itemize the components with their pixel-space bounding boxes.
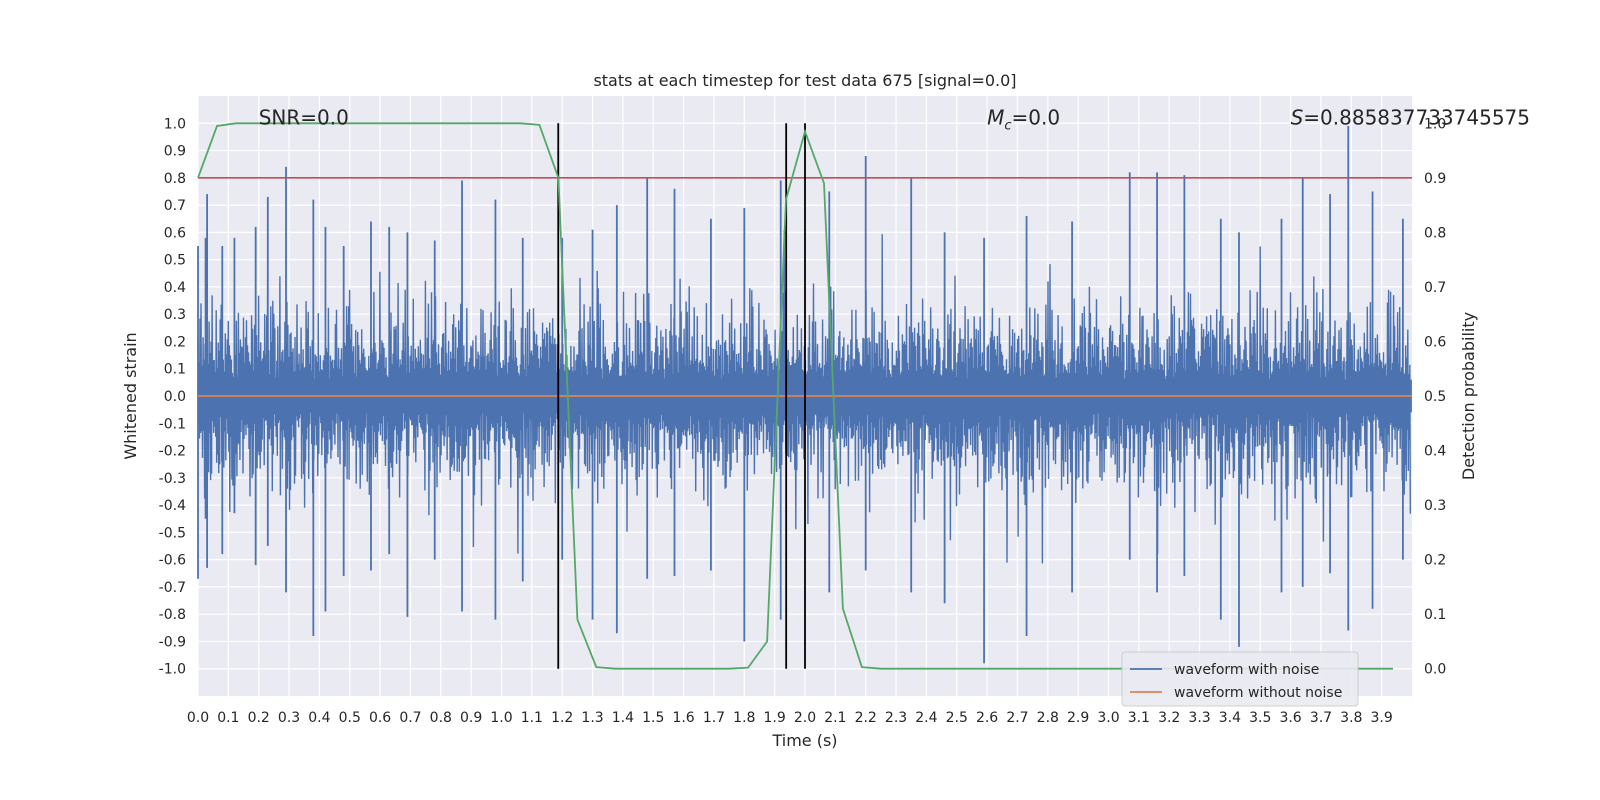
y-tick-label: -0.1 [159, 416, 186, 432]
x-tick-label: 2.4 [915, 710, 937, 726]
x-tick-label: 2.7 [1006, 710, 1028, 726]
y-tick-label: -0.7 [159, 580, 186, 596]
legend-label-waveform-with-noise: waveform with noise [1174, 662, 1319, 678]
legend: waveform with noise waveform without noi… [1121, 651, 1359, 707]
y-axis-ticks: 1.0 0.9 0.8 0.7 0.6 0.5 0.4 0.3 0.2 0.1 0.0 -0.1 -0.… [159, 116, 186, 677]
y-tick-label: -0.9 [159, 634, 186, 650]
x-tick-label: 0.3 [278, 710, 300, 726]
y-tick-label: -0.3 [159, 471, 186, 487]
y2-tick-label: 0.3 [1424, 498, 1446, 514]
x-tick-label: 2.8 [1037, 710, 1059, 726]
legend-box [1121, 651, 1359, 707]
annotation-chirp-mass-value: =0.0 [1012, 105, 1061, 129]
y-tick-label: 0.6 [164, 225, 186, 241]
y-tick-label: 0.1 [164, 362, 186, 378]
annotation-snr: SNR=0.0 [259, 105, 349, 129]
y-tick-label: 0.7 [164, 198, 186, 214]
x-tick-label: 1.1 [521, 710, 543, 726]
x-tick-label: 1.4 [612, 710, 634, 726]
x-tick-label: 0.5 [339, 710, 361, 726]
annotation-s-value: =0.885837733745575 [1303, 105, 1530, 129]
y2-axis-label: Detection probability [1459, 312, 1478, 480]
y-tick-label: 0.5 [164, 253, 186, 269]
x-tick-label: 1.9 [764, 710, 786, 726]
y-axis-label: Whitened strain [121, 332, 140, 459]
y-tick-label: 1.0 [164, 116, 186, 132]
x-tick-label: 2.2 [855, 710, 877, 726]
y2-tick-label: 0.0 [1424, 662, 1446, 678]
x-tick-label: 0.0 [187, 710, 209, 726]
x-tick-label: 2.0 [794, 710, 816, 726]
y2-tick-label: 0.5 [1424, 389, 1446, 405]
x-axis-ticks: 0.0 0.1 0.2 0.3 0.4 0.5 0.6 0.7 0.8 0.9 1.0 1.1 1.2 1… [187, 710, 1393, 726]
y-tick-label: -0.5 [159, 525, 186, 541]
x-tick-label: 1.8 [733, 710, 755, 726]
annotation-s: S=0.885837733745575 [1291, 105, 1530, 129]
x-tick-label: 0.2 [248, 710, 270, 726]
x-tick-label: 3.2 [1158, 710, 1180, 726]
legend-label-waveform-without-noise: waveform without noise [1174, 685, 1342, 701]
y2-tick-label: 0.7 [1424, 280, 1446, 296]
x-tick-label: 0.8 [430, 710, 452, 726]
y2-axis-ticks: 1.0 0.9 0.8 0.7 0.6 0.5 0.4 0.3 0.2 0.1 0.0 [1424, 116, 1446, 677]
x-tick-label: 2.9 [1067, 710, 1089, 726]
y2-tick-label: 0.2 [1424, 553, 1446, 569]
x-tick-label: 1.6 [672, 710, 694, 726]
y-tick-label: 0.3 [164, 307, 186, 323]
y2-tick-label: 0.4 [1424, 444, 1446, 460]
y-tick-label: -0.8 [159, 607, 186, 623]
y-tick-label: -0.4 [159, 498, 186, 514]
y2-tick-label: 0.8 [1424, 225, 1446, 241]
x-tick-label: 1.5 [642, 710, 664, 726]
annotation-chirp-mass-subscript: c [1004, 118, 1011, 133]
x-tick-label: 3.5 [1249, 710, 1271, 726]
y-tick-label: 0.4 [164, 280, 186, 296]
y2-tick-label: 1.0 [1424, 116, 1446, 132]
x-tick-label: 0.1 [217, 710, 239, 726]
y-tick-label: 0.0 [164, 389, 186, 405]
x-tick-label: 2.5 [946, 710, 968, 726]
x-tick-label: 0.9 [460, 710, 482, 726]
x-axis-label: Time (s) [771, 731, 837, 750]
x-tick-label: 3.0 [1097, 710, 1119, 726]
y2-tick-label: 0.9 [1424, 171, 1446, 187]
x-tick-label: 2.1 [824, 710, 846, 726]
y-tick-label: -0.2 [159, 444, 186, 460]
y-tick-label: 0.8 [164, 171, 186, 187]
y-tick-label: 0.2 [164, 334, 186, 350]
x-tick-label: 0.6 [369, 710, 391, 726]
annotation-chirp-mass: Mc=0.0 [987, 105, 1060, 133]
x-tick-label: 1.0 [490, 710, 512, 726]
x-tick-label: 3.6 [1279, 710, 1301, 726]
y-tick-label: -0.6 [159, 553, 186, 569]
y2-tick-label: 0.6 [1424, 334, 1446, 350]
annotation-s-symbol: S [1291, 105, 1304, 129]
x-tick-label: 0.7 [399, 710, 421, 726]
x-tick-label: 2.3 [885, 710, 907, 726]
x-tick-label: 3.4 [1219, 710, 1241, 726]
annotation-chirp-mass-symbol: M [987, 105, 1004, 129]
y2-tick-label: 0.1 [1424, 607, 1446, 623]
x-tick-label: 1.2 [551, 710, 573, 726]
y-tick-label: 0.9 [164, 144, 186, 160]
x-tick-label: 3.1 [1128, 710, 1150, 726]
y-tick-label: -1.0 [159, 662, 186, 678]
x-tick-label: 0.4 [308, 710, 330, 726]
x-tick-label: 3.3 [1188, 710, 1210, 726]
x-tick-label: 3.8 [1340, 710, 1362, 726]
x-tick-label: 1.7 [703, 710, 725, 726]
x-tick-label: 1.3 [581, 710, 603, 726]
x-tick-label: 2.6 [976, 710, 998, 726]
chart-title: stats at each timestep for test data 675… [593, 71, 1016, 90]
x-tick-label: 3.7 [1310, 710, 1332, 726]
x-tick-label: 3.9 [1371, 710, 1393, 726]
